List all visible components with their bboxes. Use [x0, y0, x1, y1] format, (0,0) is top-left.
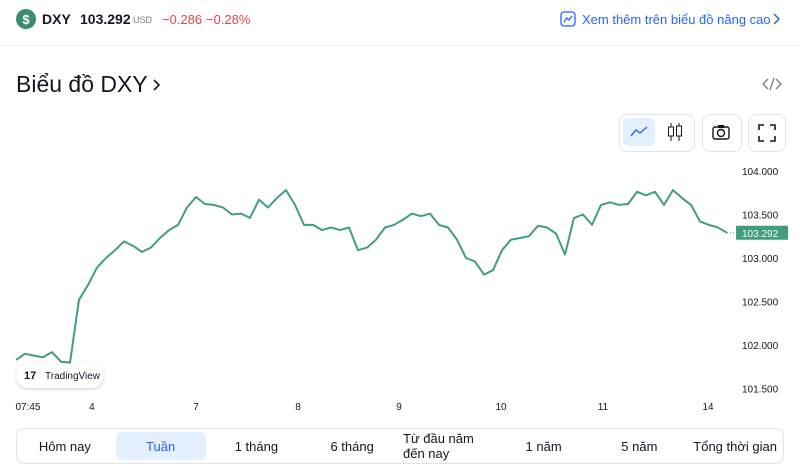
y-tick-label: 103.000 [742, 254, 779, 265]
logo-badge[interactable] [16, 364, 104, 388]
range-tab[interactable]: 1 tháng [234, 438, 279, 454]
x-tick-label: 07:45 [15, 402, 40, 413]
x-tick-label: 11 [598, 402, 609, 413]
symbol: DXY [42, 11, 71, 27]
x-tick-label: 4 [89, 402, 95, 413]
candle-icon[interactable] [664, 120, 686, 144]
last-price-label: 103.292 [742, 229, 779, 240]
divider [0, 45, 800, 46]
logo-mark: 17 [24, 370, 37, 382]
range-tab[interactable]: Từ đầu năm đến nay [403, 431, 474, 461]
link-chevron [773, 13, 781, 25]
last-price-box [736, 225, 788, 240]
chart: 101.500 102.000 102.500 103.000 103.500 104.0… [15, 167, 788, 413]
chart-heading[interactable]: Biểu đồ DXY [16, 71, 148, 97]
x-tick-label: 9 [396, 402, 402, 413]
fullscreen-button[interactable] [748, 114, 786, 152]
range-tab[interactable]: Tổng thời gian [693, 438, 777, 454]
embed-icon[interactable] [762, 76, 782, 92]
change-pct: −0.28% [206, 12, 251, 27]
x-tick-label: 10 [495, 402, 507, 413]
currency: USD [133, 15, 153, 25]
line-icon [630, 126, 648, 137]
price: 103.292 [80, 11, 131, 27]
price-line [15, 189, 728, 364]
camera-icon [712, 125, 730, 140]
range-tabs: Hôm nay Tuần 1 tháng 6 tháng Từ đầu năm đến … [16, 428, 784, 464]
y-tick-label: 101.500 [742, 385, 779, 396]
range-tab[interactable]: Hôm nay [38, 438, 91, 454]
range-tab[interactable]: Tuần [115, 432, 206, 460]
screenshot-button[interactable] [702, 114, 742, 152]
y-tick-label: 103.500 [742, 210, 779, 221]
x-tick-label: 14 [702, 402, 714, 413]
x-tick-label: 8 [295, 402, 301, 413]
fullscreen-icon [758, 124, 776, 142]
logo-text: TradingView [45, 371, 101, 382]
advanced-chart-link[interactable]: Xem thêm trên biểu đồ nâng cao [582, 12, 771, 27]
chart-link-icon[interactable] [560, 11, 576, 27]
currency-icon: $ [16, 9, 36, 29]
svg-text:$: $ [22, 12, 30, 27]
y-tick-label: 102.000 [742, 341, 779, 352]
y-tick-label: 102.500 [742, 298, 779, 309]
y-tick-label: 104.000 [742, 167, 779, 178]
range-tab[interactable]: 5 năm [621, 438, 658, 454]
range-tab[interactable]: 1 năm [525, 438, 562, 454]
change: −0.286 [162, 12, 203, 27]
heading-chevron [153, 79, 161, 91]
x-tick-label: 7 [193, 402, 199, 413]
range-tab[interactable]: 6 tháng [330, 438, 374, 454]
